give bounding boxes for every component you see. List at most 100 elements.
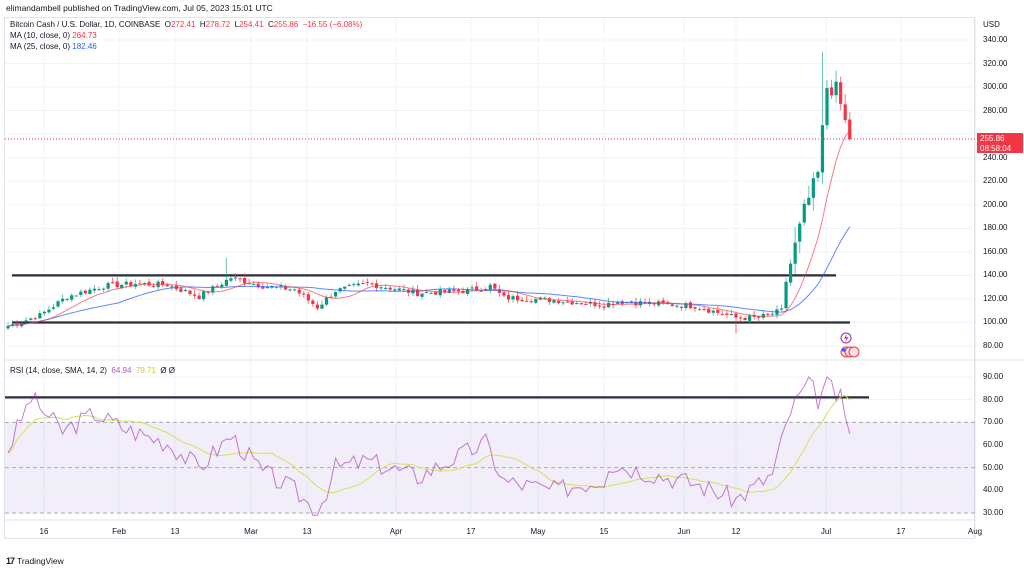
candle[interactable] xyxy=(147,278,151,287)
rsi-legend[interactable]: RSI (14, close, SMA, 14, 2) 64.94 79.71 … xyxy=(10,366,175,375)
candle[interactable] xyxy=(361,279,365,285)
candle[interactable] xyxy=(807,185,811,206)
candle[interactable] xyxy=(707,307,711,314)
candle[interactable] xyxy=(738,315,743,322)
candle[interactable] xyxy=(302,290,306,298)
candle[interactable] xyxy=(211,284,215,296)
candle[interactable] xyxy=(56,299,60,309)
candle[interactable] xyxy=(461,287,465,294)
candle[interactable] xyxy=(693,306,697,312)
candle[interactable] xyxy=(584,300,588,306)
candle[interactable] xyxy=(802,199,806,226)
candle[interactable] xyxy=(42,310,46,316)
candle[interactable] xyxy=(183,288,188,292)
candle[interactable] xyxy=(224,257,228,287)
candle[interactable] xyxy=(315,301,319,311)
candle[interactable] xyxy=(24,317,28,323)
candle[interactable] xyxy=(288,288,292,292)
candle[interactable] xyxy=(161,278,165,288)
candle[interactable] xyxy=(820,51,825,184)
candle[interactable] xyxy=(420,293,424,300)
candle[interactable] xyxy=(252,280,256,285)
candle[interactable] xyxy=(529,299,533,304)
candle[interactable] xyxy=(825,80,829,130)
candle[interactable] xyxy=(834,70,838,103)
candle[interactable] xyxy=(620,299,624,307)
candle[interactable] xyxy=(343,286,347,291)
candle[interactable] xyxy=(38,310,42,319)
candle[interactable] xyxy=(839,76,843,111)
candle[interactable] xyxy=(734,312,738,334)
candle[interactable] xyxy=(443,288,447,294)
candle[interactable] xyxy=(215,283,219,287)
candle[interactable] xyxy=(784,277,788,313)
candle[interactable] xyxy=(379,285,383,292)
candle[interactable] xyxy=(816,170,820,182)
candle[interactable] xyxy=(74,295,78,297)
candle[interactable] xyxy=(365,278,370,287)
candle[interactable] xyxy=(70,292,74,302)
candle[interactable] xyxy=(779,304,784,312)
candle[interactable] xyxy=(679,305,683,312)
candle[interactable] xyxy=(556,298,561,305)
candle[interactable] xyxy=(561,301,565,306)
tradingview-logo[interactable]: 17 TradingView xyxy=(6,556,64,566)
candle[interactable] xyxy=(698,307,702,311)
candle[interactable] xyxy=(711,308,715,316)
candle[interactable] xyxy=(684,300,688,311)
candle[interactable] xyxy=(202,289,206,302)
candle[interactable] xyxy=(115,277,119,290)
candle[interactable] xyxy=(51,304,56,311)
candle[interactable] xyxy=(29,317,33,321)
candle[interactable] xyxy=(597,301,602,310)
candle[interactable] xyxy=(320,300,324,310)
candle[interactable] xyxy=(88,287,92,295)
candle[interactable] xyxy=(720,310,724,316)
candle[interactable] xyxy=(329,293,333,298)
candle[interactable] xyxy=(488,282,492,294)
candle[interactable] xyxy=(729,309,734,316)
candle[interactable] xyxy=(356,279,360,287)
candle[interactable] xyxy=(97,286,101,291)
candle[interactable] xyxy=(547,297,552,305)
candle[interactable] xyxy=(716,305,720,316)
candle[interactable] xyxy=(229,276,233,283)
candle[interactable] xyxy=(843,94,847,124)
candle[interactable] xyxy=(6,322,10,331)
ma25-legend[interactable]: MA (25, close, 0) 182.46 xyxy=(10,42,97,51)
candle[interactable] xyxy=(511,294,515,303)
candle[interactable] xyxy=(829,79,834,99)
candle[interactable] xyxy=(502,290,506,298)
candle[interactable] xyxy=(111,277,115,284)
candle[interactable] xyxy=(670,303,674,307)
candle[interactable] xyxy=(297,287,301,297)
candle[interactable] xyxy=(220,282,224,290)
candle[interactable] xyxy=(188,289,192,296)
candle[interactable] xyxy=(793,227,797,275)
candle[interactable] xyxy=(675,304,679,309)
candle[interactable] xyxy=(47,305,51,314)
candle[interactable] xyxy=(552,299,556,304)
candle[interactable] xyxy=(156,279,160,291)
candle[interactable] xyxy=(138,280,142,285)
candle[interactable] xyxy=(506,292,511,303)
candle[interactable] xyxy=(192,289,197,299)
candle[interactable] xyxy=(579,302,583,305)
candle[interactable] xyxy=(566,296,570,303)
candle[interactable] xyxy=(370,281,374,286)
candle[interactable] xyxy=(293,287,297,291)
candle[interactable] xyxy=(479,287,483,293)
candle[interactable] xyxy=(92,285,97,294)
candle[interactable] xyxy=(33,316,37,320)
candle[interactable] xyxy=(789,259,793,286)
candle[interactable] xyxy=(406,288,410,297)
candle[interactable] xyxy=(306,291,310,304)
candle[interactable] xyxy=(811,172,815,211)
candle[interactable] xyxy=(65,298,69,302)
candle[interactable] xyxy=(798,221,802,254)
candle[interactable] xyxy=(133,279,137,290)
candle[interactable] xyxy=(607,297,611,308)
candle[interactable] xyxy=(101,287,106,293)
candle[interactable] xyxy=(429,291,433,295)
